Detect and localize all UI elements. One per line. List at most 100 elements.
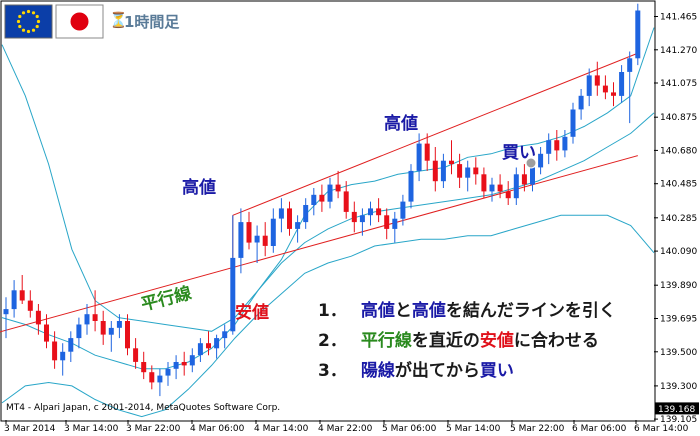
band-lower-line [1,214,655,418]
candle-bear-body [181,362,187,366]
x-tick-label: 4 Mar 06:00 [190,424,245,434]
candle [611,82,616,107]
candle [570,102,576,144]
candle [627,51,633,124]
candle-bull-body [635,10,641,59]
candle [481,167,487,199]
candle [416,133,422,182]
candle-bull-body [489,184,495,192]
eu-star-icon [31,11,36,15]
candle [319,184,325,212]
y-tick-label: 140.680 [660,146,697,156]
candle [181,351,187,376]
candle-bear-body [319,194,325,202]
candle-bull-body [627,58,633,72]
candle-bull-body [538,153,544,168]
candle [165,362,171,386]
candle [327,177,333,209]
eu-star-icon [35,14,39,19]
candle [222,324,228,349]
candle [68,331,74,362]
candle-bull-body [165,368,171,376]
candle-bear-body [384,215,390,229]
candle-bear-body [554,140,560,151]
candle-bear-body [351,211,357,223]
candle-bull-body [530,167,535,185]
candle [505,181,511,205]
candle-bear-body [481,174,487,192]
step-text: を直近の [411,331,480,351]
x-tick-label: 3 Mar 14:00 [64,424,119,434]
candle-bull-body [197,343,203,356]
candle [27,290,33,318]
candle-bull-body [278,208,284,219]
candle-bull-body [513,174,519,199]
candle-bull-body [440,160,446,182]
candle-bear-body [246,222,252,243]
candle [619,65,625,103]
eu-star-icon [21,11,26,15]
candle [311,188,317,216]
candle [457,153,463,188]
annotation-high-left: 高値 [182,178,216,198]
candle-bull-body [116,321,122,328]
step-item: 1． 高値と高値を結んだラインを引く [318,296,616,326]
candle-bull-body [392,218,398,229]
candle [173,355,179,380]
step-item: 2． 平行線を直近の安値に合わせる [318,326,616,356]
candle [100,310,106,345]
candle-bear-body [100,321,106,335]
candle-bull-body [400,201,406,219]
candle-bull-body [214,338,220,349]
candle-bull-body [157,375,163,383]
x-tick-label: 6 Mar 06:00 [572,424,627,434]
candle-bear-body [521,174,527,185]
candle [35,304,41,335]
candle-bear-body [594,75,600,86]
candle-bull-body [254,235,260,243]
step-text: 高値 [411,301,446,321]
annotation-low: 安値 [235,303,269,323]
candle-bull-body [311,194,317,205]
candle-bull-body [222,331,228,339]
candle-bear-body [133,348,139,362]
candle [125,314,130,356]
candle [287,201,292,236]
eu-star-icon [18,24,22,29]
candle-bull-body [60,351,66,361]
candle-bull-body [108,327,114,335]
candle-bear-body [611,92,616,96]
candle-bear-body [505,191,511,199]
step-number: 2． [318,331,347,351]
chart-border [0,0,656,422]
candle [189,348,195,373]
candle [270,208,276,253]
candle [351,201,357,233]
candle [303,198,309,229]
candle-bull-body [562,136,568,151]
candle [408,164,414,209]
candle [384,208,390,240]
candle [400,194,406,226]
candle-bull-body [238,222,244,258]
x-tick-label: 5 Mar 06:00 [382,424,437,434]
candle-bull-body [68,338,74,352]
candle [3,297,9,339]
japan-flag-icon [55,4,104,39]
candle-bull-body [368,208,373,216]
candle [521,164,527,192]
candle [60,343,66,376]
candle [141,351,147,380]
channel-upper-line [232,52,638,216]
candle-bear-body [27,300,33,311]
candle-bull-body [578,95,584,110]
candle [376,198,382,223]
candle [157,368,163,397]
candle-bull-body [173,362,179,369]
candle [133,338,139,369]
candle-bull-body [11,290,17,310]
candle-bear-body [287,208,292,229]
price-axis: 141.465 141.270 141.075 140.875 140.680 140.4… [654,13,699,425]
candle [465,160,471,192]
candle [230,215,236,335]
